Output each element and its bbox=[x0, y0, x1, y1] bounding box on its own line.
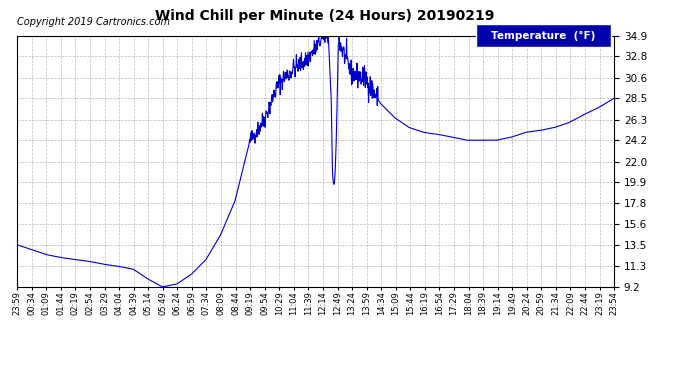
Text: Wind Chill per Minute (24 Hours) 20190219: Wind Chill per Minute (24 Hours) 2019021… bbox=[155, 9, 494, 23]
Text: Temperature  (°F): Temperature (°F) bbox=[491, 31, 595, 40]
Text: Copyright 2019 Cartronics.com: Copyright 2019 Cartronics.com bbox=[17, 17, 170, 27]
